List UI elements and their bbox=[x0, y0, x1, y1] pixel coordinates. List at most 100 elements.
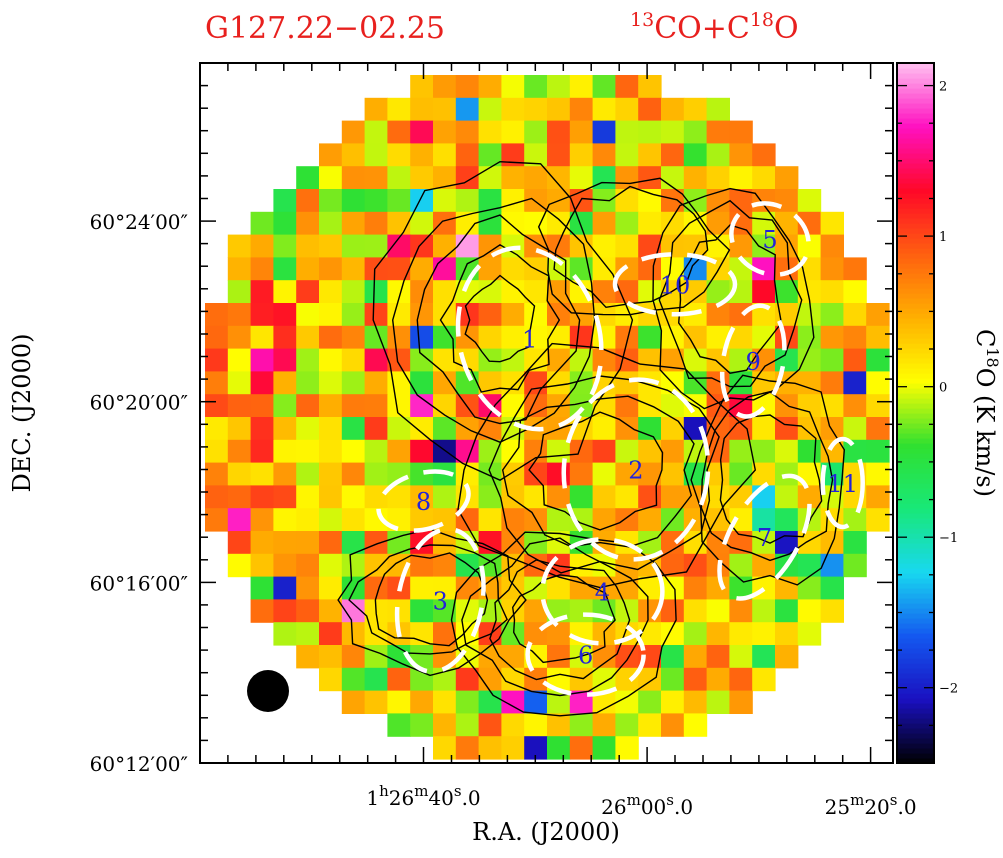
heatmap-pixel bbox=[706, 690, 730, 714]
heatmap-pixel bbox=[364, 257, 388, 281]
heatmap-pixel bbox=[752, 189, 776, 213]
core-ellipse bbox=[561, 377, 711, 562]
heatmap-pixel bbox=[433, 348, 457, 372]
heatmap-pixel bbox=[478, 280, 502, 304]
heatmap-pixel bbox=[273, 622, 297, 646]
heatmap-pixel bbox=[410, 257, 434, 281]
heatmap-pixel bbox=[706, 303, 730, 327]
colorbar-segment bbox=[897, 753, 934, 759]
heatmap-pixel bbox=[706, 97, 730, 122]
heatmap-pixel bbox=[592, 485, 616, 509]
heatmap-pixel bbox=[683, 371, 708, 395]
heatmap-pixel bbox=[661, 97, 685, 122]
heatmap-pixel bbox=[250, 280, 274, 304]
heatmap-pixel bbox=[501, 257, 525, 281]
colorbar-segment bbox=[897, 248, 934, 254]
heatmap-pixel bbox=[227, 508, 252, 532]
heatmap-pixel bbox=[524, 303, 548, 327]
colorbar-segment bbox=[897, 63, 934, 69]
heatmap-pixel bbox=[569, 485, 594, 509]
heatmap-pixel bbox=[205, 508, 229, 532]
y-axis-title: DEC. (J2000) bbox=[8, 334, 36, 493]
heatmap-pixel bbox=[227, 303, 252, 327]
heatmap-pixel bbox=[683, 234, 708, 258]
heatmap-pixel bbox=[615, 462, 639, 486]
heatmap-pixel bbox=[661, 120, 685, 144]
heatmap-pixel bbox=[433, 143, 457, 167]
heatmap-pixel bbox=[661, 166, 685, 190]
heatmap-pixel bbox=[638, 97, 662, 122]
colorbar-segment bbox=[897, 118, 934, 124]
colorbar-frame bbox=[896, 62, 935, 764]
heatmap-pixel bbox=[638, 234, 662, 258]
heatmap-pixel bbox=[706, 645, 730, 669]
colorbar-segment bbox=[897, 518, 934, 524]
heatmap-pixel bbox=[250, 599, 274, 623]
heatmap-pixel bbox=[501, 189, 525, 213]
heatmap-pixel bbox=[410, 508, 434, 532]
heatmap-pixel bbox=[455, 189, 480, 213]
colorbar-segment bbox=[897, 318, 934, 324]
heatmap-pixel bbox=[296, 645, 320, 669]
colorbar-segment bbox=[897, 343, 934, 349]
heatmap-pixel bbox=[547, 622, 571, 646]
heatmap-pixel bbox=[775, 439, 799, 464]
heatmap-pixel bbox=[683, 622, 708, 646]
heatmap-pixel bbox=[250, 576, 274, 600]
colorbar-segment bbox=[897, 693, 934, 699]
heatmap-pixel bbox=[478, 736, 502, 760]
heatmap-pixel bbox=[296, 234, 320, 258]
heatmap-pixel bbox=[410, 439, 434, 464]
heatmap-pixel bbox=[455, 371, 480, 395]
heatmap-pixel bbox=[478, 645, 502, 669]
heatmap-pixel bbox=[729, 599, 753, 623]
heatmap-pixel bbox=[433, 371, 457, 395]
colorbar-segment bbox=[897, 608, 934, 614]
heatmap-pixel bbox=[683, 325, 708, 350]
heatmap-pixel bbox=[775, 280, 799, 304]
heatmap-pixel bbox=[524, 462, 548, 486]
heatmap-pixel bbox=[364, 553, 388, 578]
heatmap-pixel bbox=[341, 599, 366, 623]
y-tick-label: 60°24′00″ bbox=[90, 210, 188, 234]
heatmap-pixel bbox=[729, 371, 753, 395]
heatmap-pixel bbox=[524, 553, 548, 578]
heatmap-pixel bbox=[843, 303, 867, 327]
heatmap-pixel bbox=[478, 439, 502, 464]
x-tick-label: 26m00s.0 bbox=[601, 791, 693, 819]
heatmap-pixel bbox=[752, 211, 776, 236]
heatmap-pixel bbox=[706, 599, 730, 623]
heatmap-pixel bbox=[227, 257, 252, 281]
heatmap-pixel bbox=[341, 576, 366, 600]
heatmap-pixel bbox=[820, 485, 844, 509]
heatmap-pixel bbox=[820, 553, 844, 578]
x-tick-label-part: .0 bbox=[897, 795, 916, 819]
heatmap-pixel bbox=[501, 667, 525, 692]
heatmap-pixel bbox=[433, 257, 457, 281]
heatmap-pixel bbox=[296, 531, 320, 555]
heatmap-pixel bbox=[683, 97, 708, 122]
heatmap-pixel bbox=[433, 394, 457, 418]
heatmap-pixel bbox=[683, 553, 708, 578]
heatmap-pixel bbox=[319, 394, 343, 418]
heatmap-pixel bbox=[569, 189, 594, 213]
heatmap-pixel bbox=[205, 485, 229, 509]
colorbar-segment bbox=[897, 408, 934, 414]
heatmap-pixel bbox=[478, 303, 502, 327]
heatmap-pixel bbox=[820, 348, 844, 372]
heatmap-pixel bbox=[227, 371, 252, 395]
contour-line bbox=[464, 274, 536, 363]
colorbar-segment bbox=[897, 93, 934, 99]
core-label: 10 bbox=[660, 271, 691, 299]
heatmap-pixel bbox=[866, 485, 890, 509]
heatmap-pixel bbox=[410, 553, 434, 578]
heatmap-pixel bbox=[433, 417, 457, 441]
heatmap-pixel bbox=[319, 211, 343, 236]
heatmap-pixel bbox=[410, 667, 434, 692]
heatmap-pixel bbox=[455, 166, 480, 190]
heatmap-pixel bbox=[797, 394, 822, 418]
heatmap-pixel bbox=[227, 485, 252, 509]
heatmap-pixel bbox=[797, 599, 822, 623]
heatmap-pixel bbox=[273, 234, 297, 258]
core-ellipse bbox=[376, 469, 471, 533]
